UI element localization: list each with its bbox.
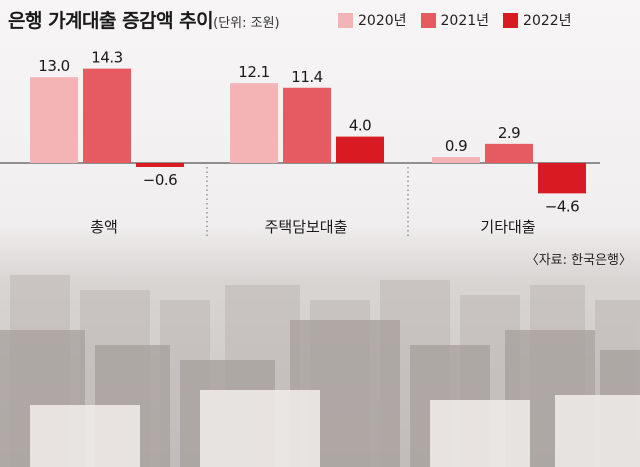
legend-item-2020: 2020년: [338, 10, 407, 30]
value-label-2-2022년: 4.0: [349, 117, 371, 135]
bar-1-2020년: [30, 77, 78, 163]
value-label-3-2020년: 0.9: [445, 137, 467, 155]
legend-item-2021: 2021년: [420, 10, 490, 30]
bar-2-2020년: [230, 83, 278, 163]
bar-1-2022년: [136, 163, 184, 167]
title-text: 은행 가계대출 증감액 추이: [8, 10, 214, 32]
value-label-2-2021년: 11.4: [291, 68, 322, 86]
legend-swatch-2020: [338, 12, 353, 28]
legend-label-2022: 2022년: [523, 13, 572, 29]
legend-swatch-2021: [420, 12, 436, 28]
bar-2-2021년: [283, 87, 331, 163]
value-label-3-2021년: 2.9: [498, 124, 520, 142]
bar-1-2021년: [83, 68, 131, 163]
category-label-1: 총액: [90, 218, 118, 236]
unit-note: (단위: 조원): [213, 16, 280, 31]
bar-2-2022년: [336, 136, 384, 163]
legend-label-2020: 2020년: [358, 13, 407, 29]
value-label-1-2022년: −0.6: [143, 171, 177, 189]
bar-3-2020년: [432, 157, 480, 163]
legend: 2020년 2021년 2022년: [338, 10, 572, 30]
category-label-3: 기타대출: [480, 218, 535, 236]
bar-3-2021년: [485, 143, 533, 163]
value-label-1-2020년: 13.0: [38, 57, 69, 75]
legend-label-2021: 2021년: [440, 13, 490, 29]
chart-title: 은행 가계대출 증감액 추이(단위: 조원): [8, 6, 280, 33]
value-label-3-2022년: −4.6: [545, 197, 579, 215]
category-label-2: 주택담보대출: [265, 218, 348, 236]
source-note: 〈자료: 한국은행〉: [525, 253, 632, 268]
bar-3-2022년: [538, 163, 586, 194]
value-label-1-2021년: 14.3: [91, 49, 122, 67]
legend-item-2022: 2022년: [503, 10, 572, 30]
value-label-2-2020년: 12.1: [238, 63, 269, 81]
legend-swatch-2022: [503, 12, 519, 28]
